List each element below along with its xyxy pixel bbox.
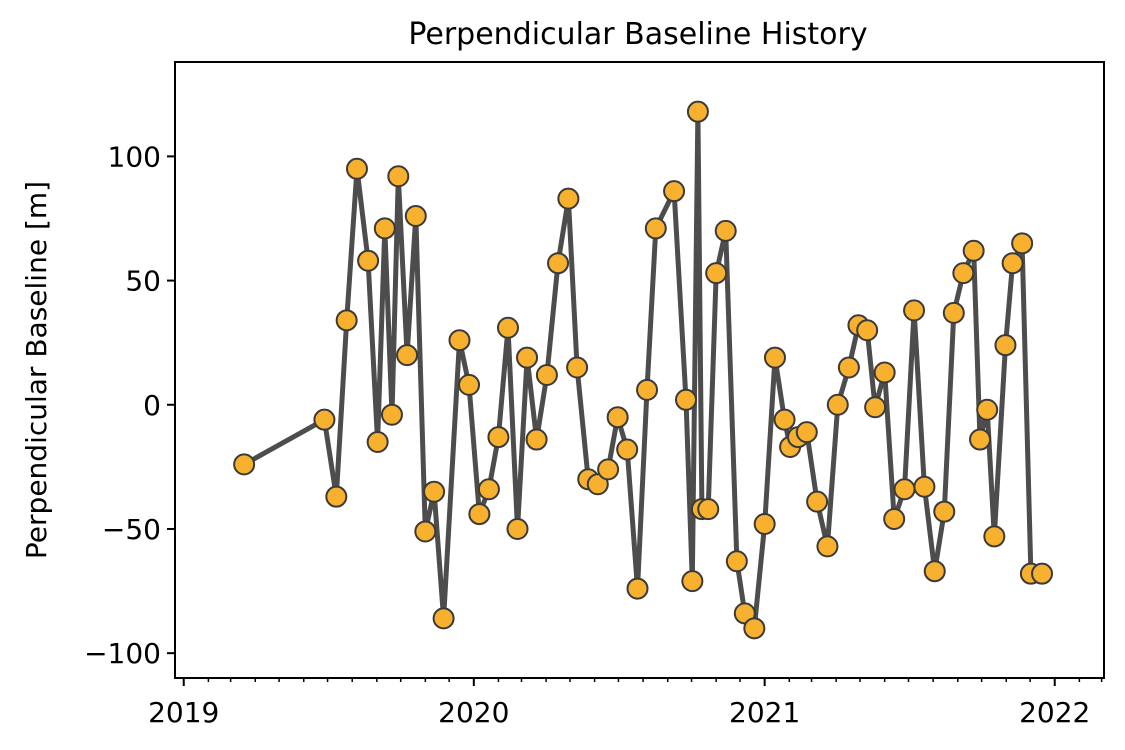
data-point: [487, 426, 510, 449]
data-point: [773, 408, 796, 431]
data-point: [674, 388, 697, 411]
y-tick-label: 50: [125, 265, 161, 298]
data-point: [816, 535, 839, 558]
data-point: [636, 378, 659, 401]
data-point: [705, 262, 728, 285]
x-tick-label: 2022: [1019, 696, 1090, 729]
y-tick-label: −100: [84, 637, 161, 670]
data-point: [1011, 232, 1034, 255]
data-point: [373, 217, 396, 240]
data-point: [962, 239, 985, 262]
data-point: [743, 617, 766, 640]
data-point: [496, 316, 519, 339]
data-point: [893, 478, 916, 501]
data-point: [506, 517, 529, 540]
data-point: [335, 309, 358, 332]
data-point: [516, 346, 539, 369]
data-point: [626, 577, 649, 600]
data-point: [681, 570, 704, 593]
data-point: [795, 421, 818, 444]
axes-layer: 100 50 0 −50 −100 2019 2020 2021 2022: [84, 140, 1103, 729]
data-point: [458, 373, 481, 396]
data-point: [1001, 252, 1024, 275]
x-tick-label: 2020: [438, 696, 509, 729]
data-point: [586, 473, 609, 496]
data-point: [837, 356, 860, 379]
data-point: [873, 361, 896, 384]
plot-frame: [174, 61, 1105, 679]
data-point: [448, 329, 471, 352]
data-point: [976, 398, 999, 421]
y-tick-label: 0: [143, 389, 161, 422]
data-point: [942, 301, 965, 324]
data-point: [763, 346, 786, 369]
data-point: [969, 428, 992, 451]
data-point: [396, 344, 419, 367]
chart-title: Perpendicular Baseline History: [408, 17, 867, 52]
data-point: [432, 607, 455, 630]
data-point: [714, 219, 737, 242]
series-line: [241, 109, 1045, 631]
data-point: [525, 428, 548, 451]
data-point: [856, 319, 879, 342]
data-point: [903, 299, 926, 322]
data-point: [468, 503, 491, 526]
data-point: [325, 485, 348, 508]
data-point: [477, 478, 500, 501]
data-point: [233, 453, 256, 476]
data-point: [345, 157, 368, 180]
x-tick-label: 2019: [148, 696, 219, 729]
data-point: [557, 187, 580, 210]
data-point: [423, 480, 446, 503]
data-point: [404, 205, 427, 227]
data-point: [387, 165, 410, 188]
data-point: [535, 363, 558, 386]
data-point: [806, 490, 829, 513]
y-axis-label: Perpendicular Baseline [m]: [20, 181, 53, 559]
data-point: [923, 560, 946, 583]
data-point: [616, 438, 639, 461]
data-point: [983, 525, 1006, 548]
data-point: [380, 403, 403, 426]
data-point: [883, 508, 906, 531]
data-point: [697, 498, 720, 521]
data-point: [826, 393, 849, 416]
data-point: [313, 408, 336, 431]
data-point: [753, 513, 776, 535]
data-point: [597, 458, 620, 481]
data-point: [864, 396, 887, 419]
data-point: [357, 249, 380, 272]
y-tick-label: 100: [108, 140, 161, 173]
data-point: [644, 217, 667, 240]
data-point: [366, 431, 389, 454]
y-tick-label: −50: [102, 513, 161, 546]
data-point: [952, 262, 975, 285]
data-point: [414, 520, 437, 543]
data-point: [913, 475, 936, 498]
data-point: [686, 100, 709, 123]
data-point: [933, 500, 956, 523]
data-point: [725, 550, 748, 573]
data-point: [606, 406, 629, 429]
data-point: [994, 334, 1017, 357]
data-point: [663, 180, 686, 203]
data-point: [566, 356, 589, 379]
x-tick-label: 2021: [729, 696, 800, 729]
data-point: [1031, 562, 1054, 585]
data-point: [547, 252, 570, 275]
series-layer: [233, 100, 1054, 640]
